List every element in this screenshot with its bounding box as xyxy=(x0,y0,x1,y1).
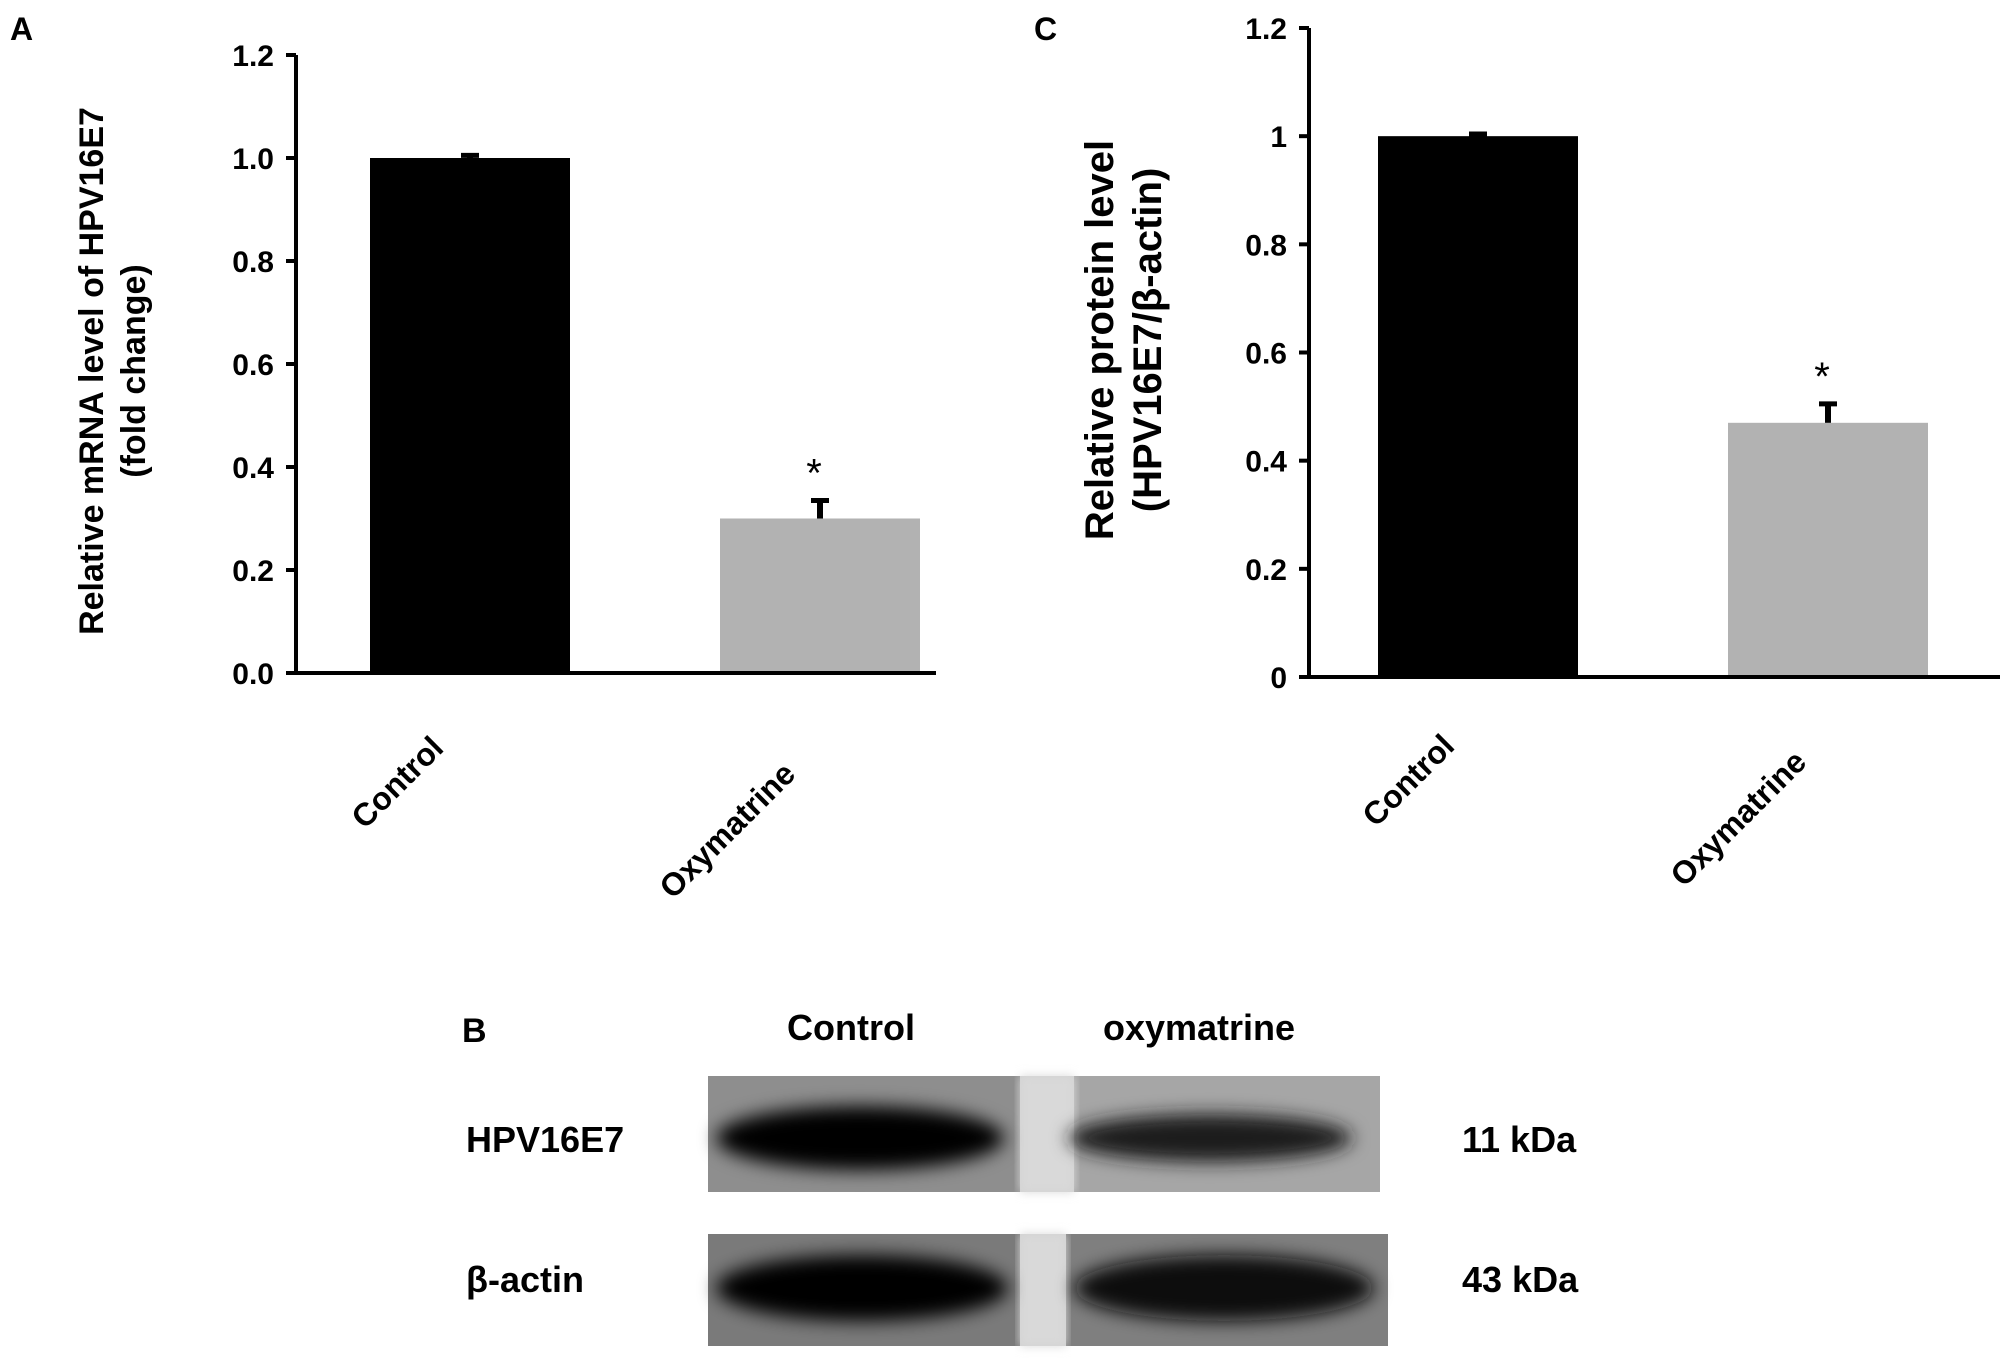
blot-band-beta-actin-control xyxy=(716,1255,1008,1321)
category-label-c-control: Control xyxy=(1355,727,1461,833)
blot-size-label-11kda: 11 kDa xyxy=(1462,1119,1577,1160)
bar-a-oxymatrine xyxy=(720,518,920,673)
panel-b-label: B xyxy=(462,1012,487,1050)
y-axis-label-c: Relative protein level xyxy=(1078,140,1122,540)
y-tick-label-a: 0.4 xyxy=(232,452,274,485)
blot-protein-label-beta-actin: β-actin xyxy=(466,1259,584,1300)
blot-band-hpv16e7-control xyxy=(716,1106,1004,1170)
blot-band-beta-actin-oxymatrine xyxy=(1074,1255,1374,1321)
y-tick-label-a: 0.8 xyxy=(232,246,274,279)
blot-strip-beta-actin xyxy=(708,1234,1388,1346)
y-tick-label-c: 0 xyxy=(1270,662,1287,695)
chart-a: * 0.0 0.2 0.4 0.6 0.8 1.0 1.2 Relative mRNA leve… xyxy=(73,40,936,905)
bar-c-control xyxy=(1378,136,1578,677)
category-label-c-oxymatrine: Oxymatrine xyxy=(1663,743,1813,893)
y-tick-label-c: 0.6 xyxy=(1245,338,1287,371)
panel-a-label: A xyxy=(10,11,33,47)
category-label-a-oxymatrine: Oxymatrine xyxy=(652,755,802,905)
panel-c-label: C xyxy=(1034,11,1057,47)
y-tick-label-a: 0.6 xyxy=(232,349,274,382)
blot-size-label-43kda: 43 kDa xyxy=(1462,1259,1579,1300)
y-tick-label-a: 0.2 xyxy=(232,555,274,588)
y-tick-label-c: 1.2 xyxy=(1245,13,1287,46)
blot-protein-label-hpv16e7: HPV16E7 xyxy=(466,1119,624,1160)
y-tick-label-c: 1 xyxy=(1270,121,1287,154)
y-tick-label-c: 0.8 xyxy=(1245,229,1287,262)
bar-c-oxymatrine xyxy=(1728,422,1928,677)
significance-star-c: * xyxy=(1814,355,1830,399)
y-tick-label-c: 0.4 xyxy=(1245,446,1287,479)
significance-star-a: * xyxy=(806,451,822,495)
y-axis-label-a: Relative mRNA level of HPV16E7 xyxy=(73,107,111,635)
western-blot: Control oxymatrine HPV16E7 β-actin 11 kD… xyxy=(466,1007,1579,1346)
y-tick-label-a: 0.0 xyxy=(232,658,274,691)
blot-strip-hpv16e7 xyxy=(708,1076,1380,1192)
y-axis-label-line2-a: (fold change) xyxy=(115,264,153,477)
blot-lane-label-control: Control xyxy=(787,1007,915,1048)
bar-a-control xyxy=(370,158,570,673)
y-tick-label-a: 1.0 xyxy=(232,143,274,176)
blot-lane-label-oxymatrine: oxymatrine xyxy=(1103,1007,1295,1048)
y-tick-label-a: 1.2 xyxy=(232,40,274,73)
blot-band-hpv16e7-oxymatrine xyxy=(1068,1114,1352,1162)
chart-c: * 0 0.2 0.4 0.6 0.8 1 1.2 Relative protein level… xyxy=(1078,13,2000,893)
y-tick-label-c: 0.2 xyxy=(1245,554,1287,587)
category-label-a-control: Control xyxy=(344,729,450,835)
y-axis-label-line2-c: (HPV16E7/β-actin) xyxy=(1126,168,1170,513)
